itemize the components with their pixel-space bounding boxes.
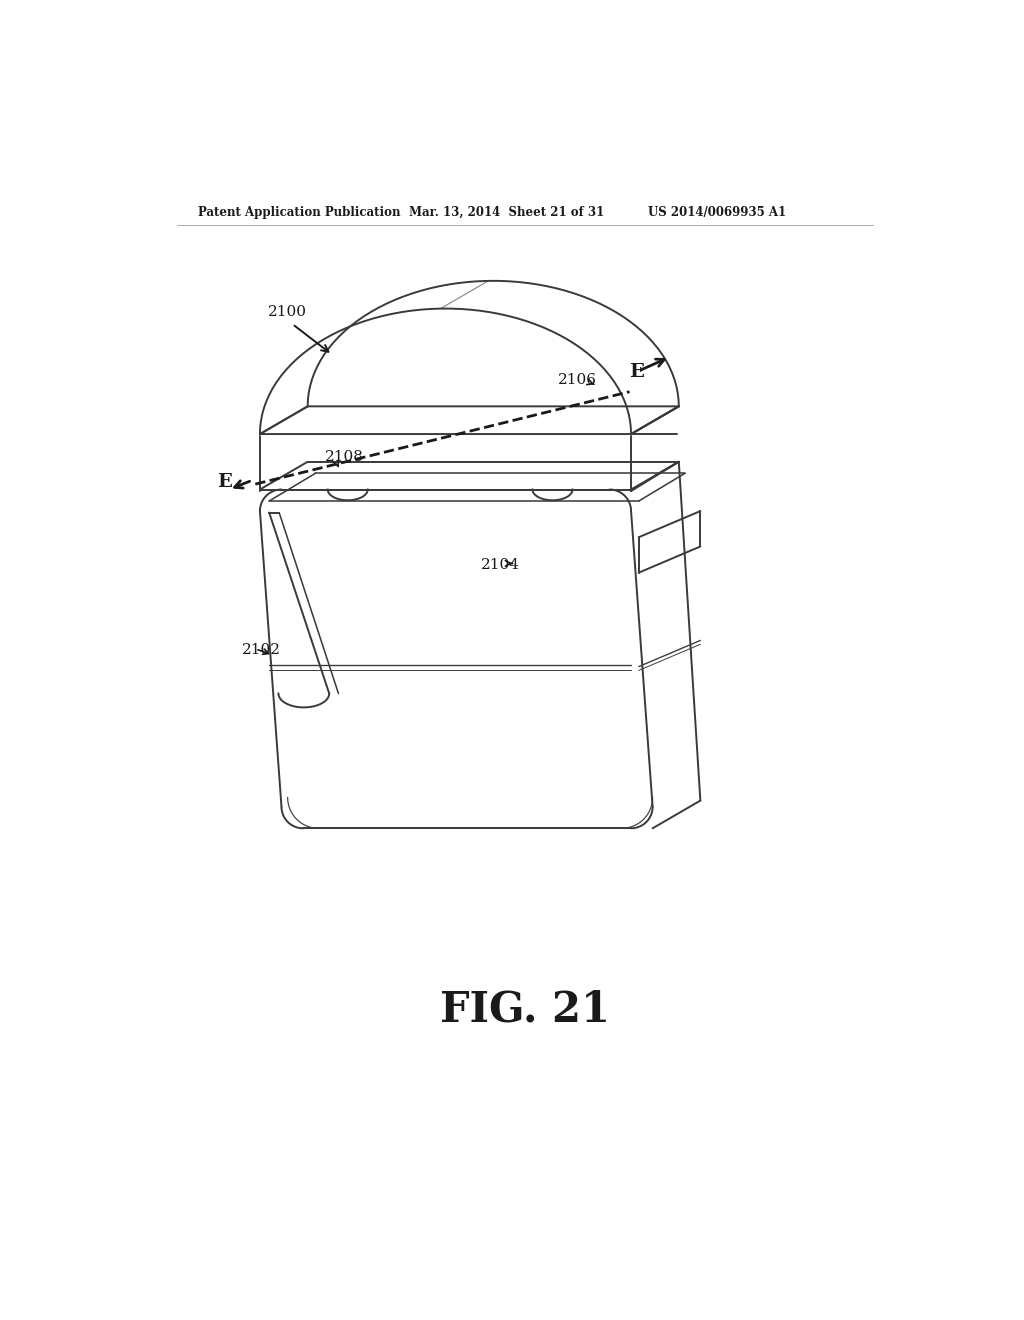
Text: Patent Application Publication: Patent Application Publication — [199, 206, 400, 219]
Text: E: E — [630, 363, 644, 381]
Text: US 2014/0069935 A1: US 2014/0069935 A1 — [648, 206, 786, 219]
Text: 2100: 2100 — [267, 305, 306, 319]
Text: FIG. 21: FIG. 21 — [439, 989, 610, 1030]
Text: 2106: 2106 — [558, 374, 597, 387]
Text: 2102: 2102 — [243, 643, 282, 656]
Text: 2104: 2104 — [481, 558, 520, 572]
Text: Mar. 13, 2014  Sheet 21 of 31: Mar. 13, 2014 Sheet 21 of 31 — [410, 206, 604, 219]
Text: 2108: 2108 — [325, 450, 364, 465]
Text: E: E — [217, 473, 231, 491]
